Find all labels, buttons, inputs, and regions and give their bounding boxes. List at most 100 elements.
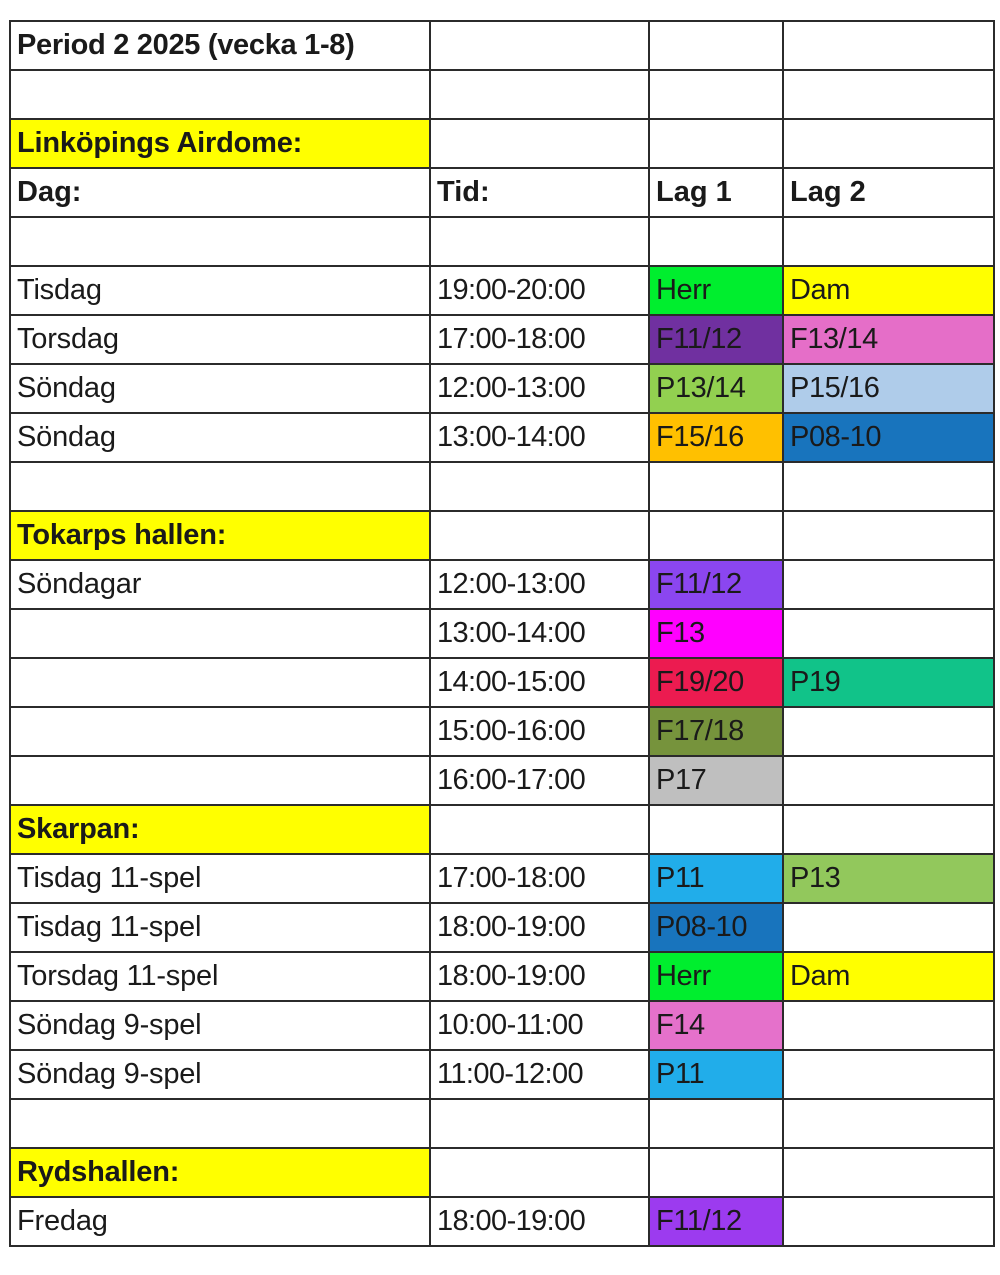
cell-lag1[interactable] (648, 804, 784, 855)
cell-time[interactable] (429, 118, 650, 169)
cell-time[interactable]: 12:00-13:00 (429, 559, 650, 610)
cell-day[interactable]: Torsdag 11-spel (9, 951, 431, 1002)
cell-lag2[interactable]: P13 (782, 853, 995, 904)
cell-lag1[interactable]: F19/20 (648, 657, 784, 708)
cell-lag2[interactable]: Dam (782, 265, 995, 316)
cell-lag1[interactable]: Herr (648, 265, 784, 316)
cell-time[interactable] (429, 510, 650, 561)
cell-time[interactable]: 10:00-11:00 (429, 1000, 650, 1051)
cell-time[interactable]: 16:00-17:00 (429, 755, 650, 806)
cell-lag2[interactable] (782, 559, 995, 610)
cell-lag2[interactable] (782, 20, 995, 71)
cell-lag2[interactable] (782, 1049, 995, 1100)
cell-lag1[interactable] (648, 1098, 784, 1149)
cell-day[interactable] (9, 657, 431, 708)
cell-day[interactable]: Söndag (9, 412, 431, 463)
cell-lag1[interactable]: F15/16 (648, 412, 784, 463)
cell-day[interactable]: Fredag (9, 1196, 431, 1247)
cell-time[interactable] (429, 804, 650, 855)
cell-lag2[interactable] (782, 755, 995, 806)
cell-time[interactable]: Tid: (429, 167, 650, 218)
cell-day[interactable]: Skarpan: (9, 804, 431, 855)
cell-lag1[interactable]: P17 (648, 755, 784, 806)
cell-lag1[interactable]: Herr (648, 951, 784, 1002)
cell-day[interactable] (9, 461, 431, 512)
cell-lag1[interactable]: Lag 1 (648, 167, 784, 218)
cell-day[interactable]: Tisdag (9, 265, 431, 316)
cell-lag2[interactable] (782, 461, 995, 512)
cell-lag2[interactable] (782, 706, 995, 757)
cell-lag2[interactable] (782, 1196, 995, 1247)
cell-lag2[interactable] (782, 1000, 995, 1051)
cell-time[interactable] (429, 1147, 650, 1198)
cell-lag1[interactable]: F14 (648, 1000, 784, 1051)
cell-time[interactable]: 17:00-18:00 (429, 314, 650, 365)
cell-lag1[interactable]: F17/18 (648, 706, 784, 757)
cell-day[interactable]: Söndag 9-spel (9, 1049, 431, 1100)
cell-time[interactable]: 13:00-14:00 (429, 608, 650, 659)
cell-lag1[interactable]: F11/12 (648, 559, 784, 610)
cell-lag1[interactable]: F11/12 (648, 1196, 784, 1247)
cell-day[interactable] (9, 1098, 431, 1149)
cell-lag2[interactable]: Lag 2 (782, 167, 995, 218)
cell-lag2[interactable] (782, 1098, 995, 1149)
cell-lag2[interactable] (782, 118, 995, 169)
cell-lag1[interactable] (648, 1147, 784, 1198)
cell-time[interactable]: 14:00-15:00 (429, 657, 650, 708)
cell-day[interactable]: Dag: (9, 167, 431, 218)
cell-time[interactable] (429, 1098, 650, 1149)
cell-day[interactable] (9, 608, 431, 659)
cell-lag1[interactable]: P13/14 (648, 363, 784, 414)
cell-lag2[interactable] (782, 1147, 995, 1198)
cell-lag1[interactable]: P08-10 (648, 902, 784, 953)
cell-lag2[interactable] (782, 216, 995, 267)
cell-time[interactable]: 12:00-13:00 (429, 363, 650, 414)
cell-lag2[interactable] (782, 69, 995, 120)
cell-lag2[interactable] (782, 608, 995, 659)
cell-time[interactable]: 15:00-16:00 (429, 706, 650, 757)
cell-lag1[interactable] (648, 118, 784, 169)
cell-lag1[interactable] (648, 20, 784, 71)
cell-time[interactable]: 17:00-18:00 (429, 853, 650, 904)
cell-lag1[interactable]: P11 (648, 1049, 784, 1100)
cell-day[interactable]: Söndag 9-spel (9, 1000, 431, 1051)
cell-day[interactable]: Torsdag (9, 314, 431, 365)
cell-time[interactable]: 18:00-19:00 (429, 902, 650, 953)
cell-time[interactable]: 18:00-19:00 (429, 951, 650, 1002)
cell-day[interactable]: Linköpings Airdome: (9, 118, 431, 169)
cell-lag1[interactable] (648, 216, 784, 267)
cell-lag1[interactable] (648, 69, 784, 120)
cell-lag1[interactable]: F11/12 (648, 314, 784, 365)
cell-lag1[interactable]: F13 (648, 608, 784, 659)
cell-time[interactable]: 18:00-19:00 (429, 1196, 650, 1247)
cell-time[interactable]: 13:00-14:00 (429, 412, 650, 463)
cell-day[interactable]: Söndag (9, 363, 431, 414)
cell-time[interactable] (429, 20, 650, 71)
cell-day[interactable] (9, 706, 431, 757)
cell-day[interactable] (9, 755, 431, 806)
cell-lag1[interactable] (648, 510, 784, 561)
cell-lag2[interactable]: F13/14 (782, 314, 995, 365)
cell-lag2[interactable]: P08-10 (782, 412, 995, 463)
cell-time[interactable]: 19:00-20:00 (429, 265, 650, 316)
cell-time[interactable] (429, 69, 650, 120)
cell-lag1[interactable] (648, 461, 784, 512)
cell-time[interactable]: 11:00-12:00 (429, 1049, 650, 1100)
cell-day[interactable]: Tokarps hallen: (9, 510, 431, 561)
cell-lag2[interactable] (782, 510, 995, 561)
cell-time[interactable] (429, 216, 650, 267)
cell-lag1[interactable]: P11 (648, 853, 784, 904)
cell-time[interactable] (429, 461, 650, 512)
cell-lag2[interactable]: P19 (782, 657, 995, 708)
cell-day[interactable]: Söndagar (9, 559, 431, 610)
cell-day[interactable]: Period 2 2025 (vecka 1-8) (9, 20, 431, 71)
cell-day[interactable] (9, 216, 431, 267)
cell-day[interactable] (9, 69, 431, 120)
cell-lag2[interactable]: Dam (782, 951, 995, 1002)
cell-day[interactable]: Tisdag 11-spel (9, 853, 431, 904)
cell-day[interactable]: Rydshallen: (9, 1147, 431, 1198)
cell-lag2[interactable]: P15/16 (782, 363, 995, 414)
cell-day[interactable]: Tisdag 11-spel (9, 902, 431, 953)
cell-lag2[interactable] (782, 804, 995, 855)
cell-lag2[interactable] (782, 902, 995, 953)
